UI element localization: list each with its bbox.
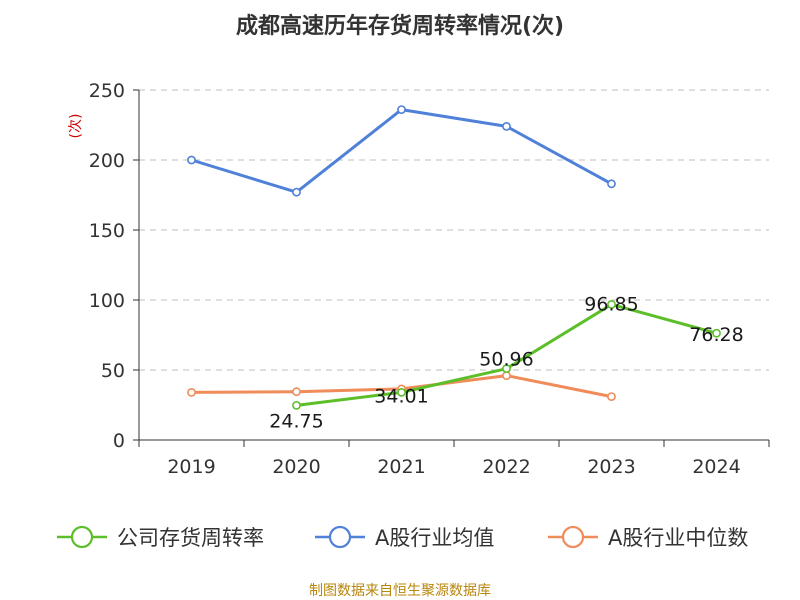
y-tick-label: 0: [113, 430, 125, 452]
legend: 公司存货周转率 A股行业均值 A股行业中位数: [57, 525, 748, 550]
y-tick-label: 50: [101, 360, 125, 382]
y-axis-label: (次): [68, 114, 84, 139]
series-line: [191, 108, 613, 194]
data-label: 24.75: [269, 410, 323, 432]
data-label: 96.85: [584, 293, 638, 315]
y-tick-label: 250: [89, 80, 125, 102]
x-tick-label: 2021: [377, 456, 425, 478]
data-point: [292, 400, 301, 410]
series-lines: [187, 105, 721, 410]
data-label: 76.28: [689, 324, 743, 346]
y-tick-label: 150: [89, 220, 125, 242]
legend-label: A股行业均值: [375, 526, 494, 550]
legend-label: 公司存货周转率: [117, 526, 264, 550]
legend-label: A股行业中位数: [608, 526, 748, 550]
x-tick-label: 2024: [692, 456, 740, 478]
legend-swatch-marker: [328, 525, 352, 549]
chart-title: 成都高速历年存货周转率情况(次): [236, 13, 564, 39]
x-tick-label: 2020: [272, 456, 320, 478]
data-point: [607, 179, 616, 189]
data-point: [607, 300, 616, 309]
legend-item: 公司存货周转率: [57, 525, 264, 550]
data-point: [502, 364, 511, 374]
source-note: 制图数据来自恒生聚源数据库: [309, 583, 491, 599]
y-tick-label: 200: [89, 150, 125, 172]
y-tick-label: 100: [89, 290, 125, 312]
data-point: [187, 387, 196, 397]
data-point: [502, 122, 511, 131]
legend-swatch-marker: [561, 525, 585, 549]
data-point: [502, 371, 511, 380]
legend-item: A股行业均值: [315, 525, 494, 550]
x-tick-label: 2023: [587, 456, 635, 478]
data-point: [397, 105, 406, 114]
series-group: [292, 300, 721, 410]
x-tick-label: 2022: [482, 456, 530, 478]
data-point: [292, 387, 301, 397]
data-label: 34.01: [374, 385, 428, 407]
data-point: [607, 392, 616, 401]
data-labels: 24.75 34.01 50.96 96.85 76.28: [269, 293, 743, 432]
x-tick-label: 2019: [167, 456, 215, 478]
grid-lines: [139, 89, 769, 371]
series-group: [187, 105, 616, 197]
data-label: 50.96: [479, 349, 533, 371]
data-point: [187, 155, 196, 165]
axes: 0 50 100 150 200 250 2019 2020 2021 2022 2023 2024: [89, 80, 770, 478]
data-point: [292, 187, 301, 197]
data-point: [712, 328, 721, 338]
legend-item: A股行业中位数: [548, 525, 748, 550]
legend-swatch-marker: [70, 525, 94, 549]
data-point: [397, 387, 406, 397]
